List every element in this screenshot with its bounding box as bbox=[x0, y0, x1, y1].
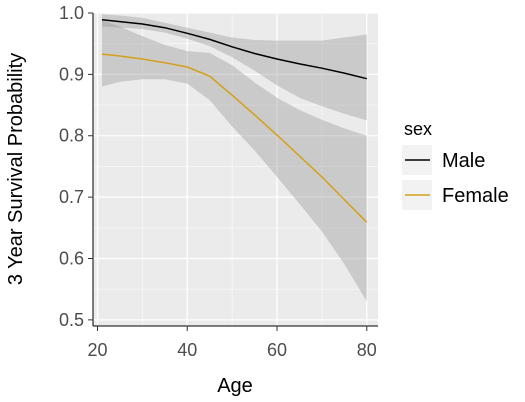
x-tick-label: 60 bbox=[267, 340, 287, 360]
x-axis-ticks: 20 40 60 80 bbox=[87, 326, 377, 360]
x-tick-label: 40 bbox=[177, 340, 197, 360]
y-tick-label: 0.5 bbox=[59, 310, 84, 330]
x-tick-label: 80 bbox=[357, 340, 377, 360]
ribbon-male bbox=[102, 14, 367, 121]
confidence-ribbons bbox=[102, 14, 367, 302]
x-tick-label: 20 bbox=[87, 340, 107, 360]
x-axis-title: Age bbox=[217, 375, 253, 397]
line-female bbox=[101, 53, 368, 223]
axes bbox=[92, 13, 378, 327]
legend-label-female: Female bbox=[442, 185, 509, 207]
ribbon-female bbox=[102, 20, 367, 302]
y-axis-title: 3 Year Survival Probability bbox=[5, 53, 27, 285]
series-lines bbox=[101, 19, 368, 223]
grid-minor bbox=[93, 13, 378, 326]
grid-major bbox=[93, 12, 378, 326]
y-tick-label: 0.7 bbox=[59, 187, 84, 207]
line-male bbox=[101, 19, 367, 80]
y-tick-label: 0.8 bbox=[59, 126, 84, 146]
y-tick-label: 0.6 bbox=[59, 248, 84, 268]
y-axis-ticks: 0.5 0.6 0.7 0.8 0.9 1.0 bbox=[59, 3, 93, 330]
legend-label-male: Male bbox=[442, 150, 485, 172]
panel-background bbox=[93, 13, 378, 326]
legend-title: sex bbox=[404, 119, 432, 139]
legend: sex Male Female bbox=[402, 119, 509, 210]
y-tick-label: 0.9 bbox=[59, 64, 84, 84]
y-tick-label: 1.0 bbox=[59, 3, 84, 23]
